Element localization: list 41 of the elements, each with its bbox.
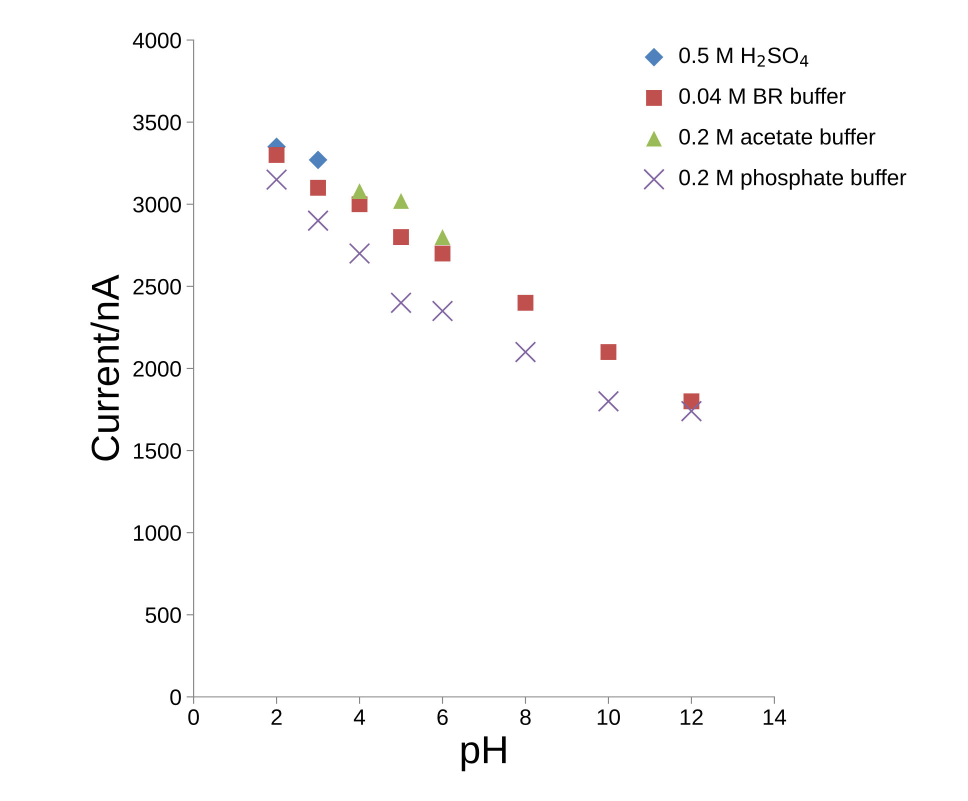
point bbox=[598, 390, 620, 412]
point bbox=[432, 300, 454, 322]
point bbox=[307, 210, 329, 232]
y-tick-label: 2500 bbox=[133, 278, 181, 295]
y-tick-label: 3500 bbox=[133, 114, 181, 130]
x-tick-label: 2 bbox=[272, 709, 282, 725]
point bbox=[348, 242, 370, 264]
point bbox=[390, 292, 412, 314]
point bbox=[680, 400, 702, 422]
x-tick-label: 14 bbox=[764, 709, 786, 725]
legend-label: 0.2 M acetate buffer bbox=[679, 128, 876, 145]
point bbox=[518, 294, 534, 311]
x-axis-title: pH bbox=[462, 736, 506, 772]
point bbox=[266, 168, 288, 190]
y-axis-title: Current/nA bbox=[90, 274, 120, 460]
x-tick-label: 0 bbox=[188, 709, 199, 725]
y-tick-label: 500 bbox=[146, 607, 181, 624]
y-tick-label: 1000 bbox=[134, 525, 181, 541]
point bbox=[600, 344, 616, 360]
x-tick-label: 12 bbox=[680, 709, 703, 725]
x-tick-label: 10 bbox=[598, 709, 620, 725]
x-tick-label: 8 bbox=[520, 709, 531, 725]
point bbox=[393, 229, 409, 246]
y-tick-label: 0 bbox=[170, 689, 181, 706]
point bbox=[268, 147, 284, 163]
legend-label: 0.04 M BR buffer bbox=[679, 88, 846, 104]
y-tick-label: 3000 bbox=[133, 196, 181, 213]
y-tick-label: 2000 bbox=[133, 360, 181, 377]
point bbox=[308, 150, 328, 170]
point bbox=[434, 246, 450, 262]
y-tick-label: 1500 bbox=[134, 443, 181, 459]
x-tick-label: 6 bbox=[437, 709, 448, 725]
point bbox=[352, 183, 368, 200]
y-tick-label: 4000 bbox=[132, 32, 181, 48]
point bbox=[434, 229, 450, 246]
legend-label: 0.2 M phosphate buffer bbox=[679, 169, 906, 190]
point bbox=[393, 193, 409, 209]
point bbox=[310, 180, 326, 196]
point bbox=[514, 341, 536, 363]
x-tick-label: 4 bbox=[354, 709, 366, 725]
legend-label: 0.5 M H$_{2}$SO$_{4}$ bbox=[679, 47, 808, 67]
